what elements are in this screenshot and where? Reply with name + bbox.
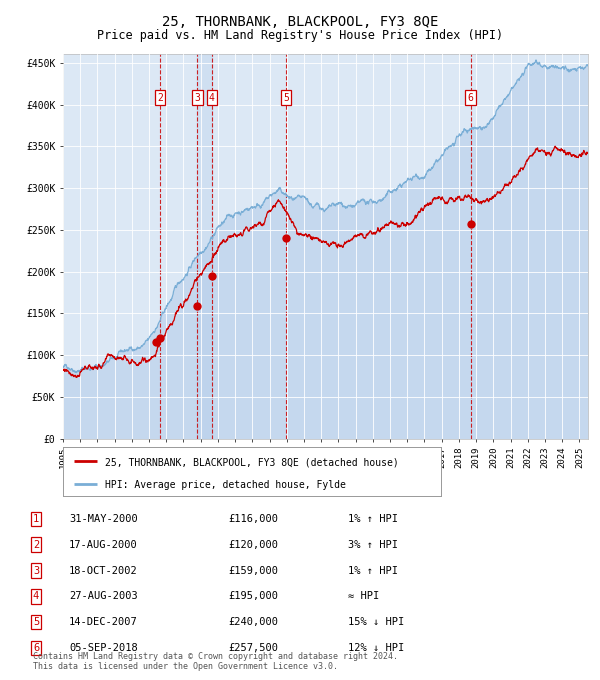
Text: 3: 3 bbox=[194, 93, 200, 103]
Text: 05-SEP-2018: 05-SEP-2018 bbox=[69, 643, 138, 653]
Text: 14-DEC-2007: 14-DEC-2007 bbox=[69, 617, 138, 627]
Text: 15% ↓ HPI: 15% ↓ HPI bbox=[348, 617, 404, 627]
Text: £159,000: £159,000 bbox=[228, 566, 278, 575]
Bar bbox=[197, 54, 212, 439]
Text: 25, THORNBANK, BLACKPOOL, FY3 8QE: 25, THORNBANK, BLACKPOOL, FY3 8QE bbox=[162, 15, 438, 29]
Text: 1% ↑ HPI: 1% ↑ HPI bbox=[348, 566, 398, 575]
Text: 6: 6 bbox=[467, 93, 473, 103]
Text: 5: 5 bbox=[283, 93, 289, 103]
Text: £120,000: £120,000 bbox=[228, 540, 278, 549]
Text: 1: 1 bbox=[33, 514, 39, 524]
Text: Price paid vs. HM Land Registry's House Price Index (HPI): Price paid vs. HM Land Registry's House … bbox=[97, 29, 503, 41]
Text: 17-AUG-2000: 17-AUG-2000 bbox=[69, 540, 138, 549]
Text: 5: 5 bbox=[33, 617, 39, 627]
Text: £240,000: £240,000 bbox=[228, 617, 278, 627]
Text: 2: 2 bbox=[33, 540, 39, 549]
Text: £257,500: £257,500 bbox=[228, 643, 278, 653]
Text: 25, THORNBANK, BLACKPOOL, FY3 8QE (detached house): 25, THORNBANK, BLACKPOOL, FY3 8QE (detac… bbox=[104, 457, 398, 467]
Text: Contains HM Land Registry data © Crown copyright and database right 2024.
This d: Contains HM Land Registry data © Crown c… bbox=[33, 651, 398, 671]
Text: 6: 6 bbox=[33, 643, 39, 653]
Text: £195,000: £195,000 bbox=[228, 592, 278, 601]
Text: 4: 4 bbox=[33, 592, 39, 601]
Text: 2: 2 bbox=[157, 93, 163, 103]
Text: HPI: Average price, detached house, Fylde: HPI: Average price, detached house, Fyld… bbox=[104, 480, 346, 490]
Text: 27-AUG-2003: 27-AUG-2003 bbox=[69, 592, 138, 601]
Text: 3: 3 bbox=[33, 566, 39, 575]
Text: 4: 4 bbox=[209, 93, 215, 103]
Text: 12% ↓ HPI: 12% ↓ HPI bbox=[348, 643, 404, 653]
Text: 31-MAY-2000: 31-MAY-2000 bbox=[69, 514, 138, 524]
Text: ≈ HPI: ≈ HPI bbox=[348, 592, 379, 601]
Text: 3% ↑ HPI: 3% ↑ HPI bbox=[348, 540, 398, 549]
Text: £116,000: £116,000 bbox=[228, 514, 278, 524]
Text: 18-OCT-2002: 18-OCT-2002 bbox=[69, 566, 138, 575]
Text: 1% ↑ HPI: 1% ↑ HPI bbox=[348, 514, 398, 524]
